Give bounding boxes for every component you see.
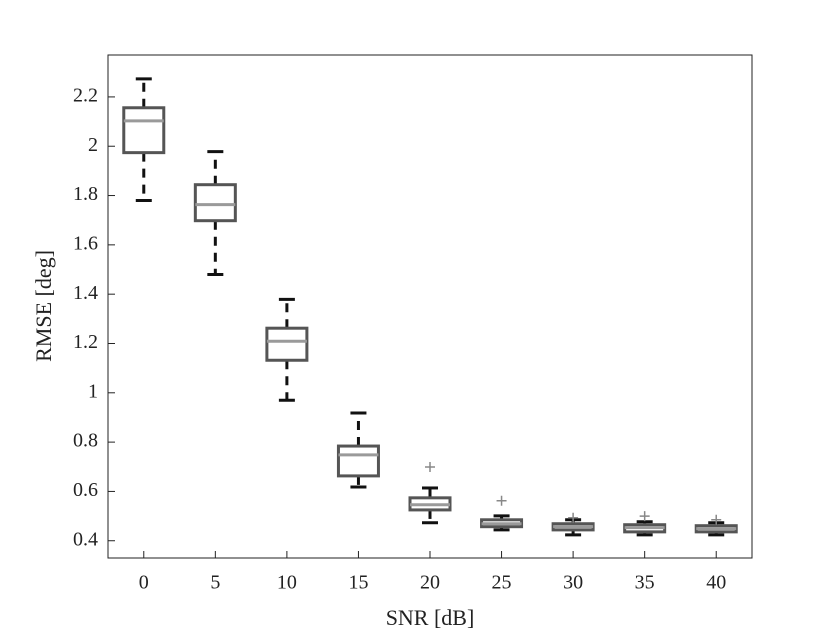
x-tick-label: 0 <box>139 572 149 594</box>
x-axis-label: SNR [dB] <box>386 605 475 630</box>
y-tick-label: 1.2 <box>73 331 98 353</box>
x-tick-label: 20 <box>420 572 440 594</box>
y-tick-label: 0.6 <box>73 479 98 501</box>
box <box>265 326 309 362</box>
x-tick-label: 35 <box>635 572 655 594</box>
y-tick-label: 1.4 <box>73 282 98 304</box>
y-tick-label: 1.8 <box>73 183 98 205</box>
box <box>193 183 237 223</box>
x-tick-label: 25 <box>492 572 512 594</box>
axes-frame <box>107 54 753 559</box>
y-tick-label: 1 <box>88 380 98 402</box>
box <box>122 106 166 155</box>
box <box>336 444 380 478</box>
x-tick-label: 10 <box>277 572 297 594</box>
y-tick-label: 2 <box>88 134 98 156</box>
y-tick-label: 0.8 <box>73 430 98 452</box>
x-tick-label: 5 <box>210 572 220 594</box>
y-tick-label: 2.2 <box>73 85 98 107</box>
x-tick-label: 15 <box>348 572 368 594</box>
x-tick-label: 40 <box>706 572 726 594</box>
y-tick-label: 1.6 <box>73 232 98 254</box>
y-tick-label: 0.4 <box>73 528 98 550</box>
outlier <box>639 511 650 522</box>
outlier <box>425 462 435 473</box>
x-tick-label: 30 <box>563 572 583 594</box>
outlier <box>711 514 722 525</box>
y-axis-label: RMSE [deg] <box>31 250 56 362</box>
outlier <box>568 512 579 523</box>
outlier <box>496 495 507 506</box>
